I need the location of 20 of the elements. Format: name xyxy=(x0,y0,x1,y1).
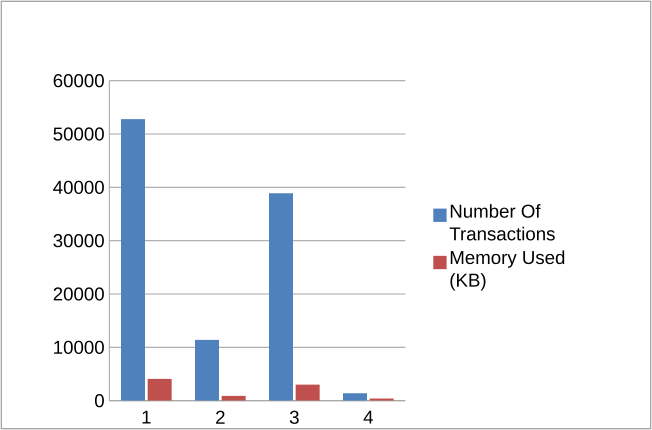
x-tick-label: 2 xyxy=(216,410,225,424)
bar xyxy=(195,340,220,401)
y-tick-label: 60000 xyxy=(54,74,104,88)
bar xyxy=(121,119,146,401)
x-tick-label: 3 xyxy=(290,410,299,424)
legend-label: Number Of Transactions xyxy=(450,204,555,240)
bar xyxy=(269,193,294,401)
x-tick-label: 1 xyxy=(142,410,151,424)
bar xyxy=(343,393,368,401)
y-tick-label: 30000 xyxy=(53,234,104,248)
x-tick-label: 4 xyxy=(364,410,373,424)
y-tick-label: 10000 xyxy=(54,340,104,354)
y-tick-label: 0 xyxy=(94,394,104,408)
bar xyxy=(222,396,246,401)
y-tick-label: 20000 xyxy=(54,287,104,301)
bar xyxy=(148,378,172,401)
y-tick-label: 40000 xyxy=(53,180,104,194)
legend-label: Memory Used (KB) xyxy=(450,250,564,290)
bar xyxy=(296,384,320,401)
y-tick-label: 50000 xyxy=(53,127,104,141)
